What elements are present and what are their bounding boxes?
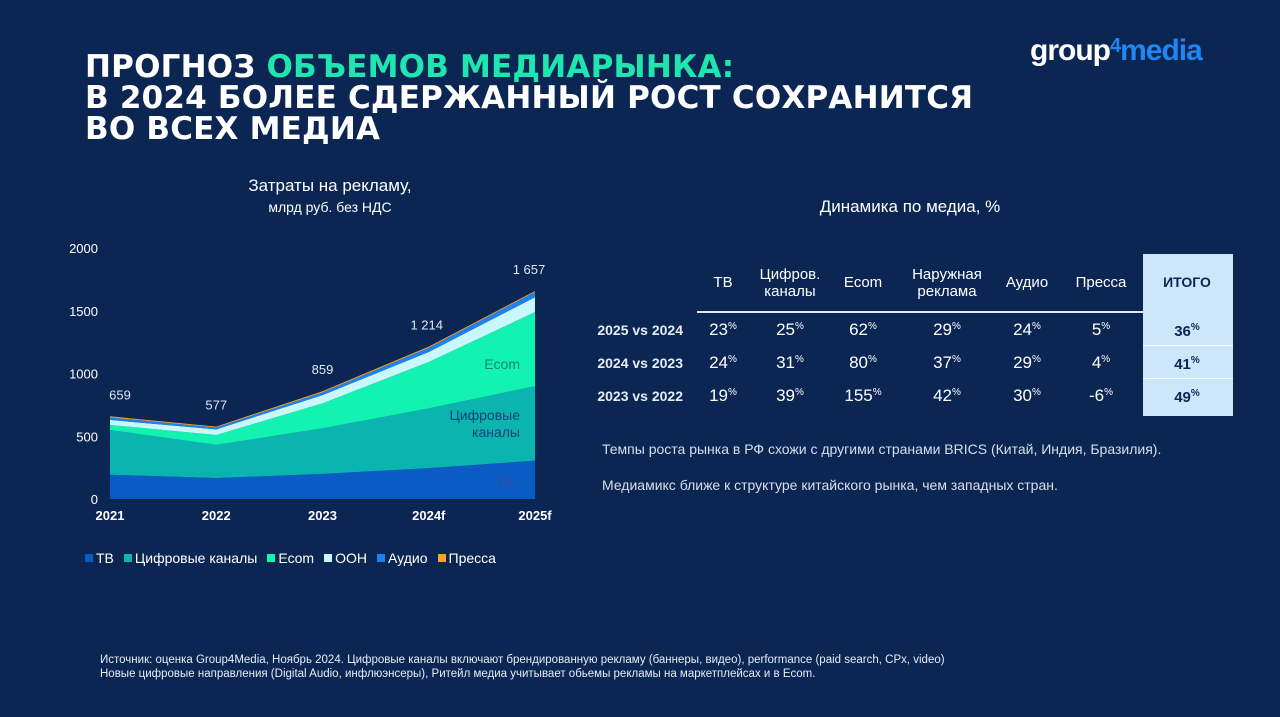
- note-2: Медиамикс ближе к структуре китайского р…: [602, 477, 1058, 493]
- x-tick-label: 2023: [308, 508, 337, 523]
- annotation-tv: ТВ: [496, 475, 514, 491]
- legend-item: Аудио: [377, 550, 428, 566]
- legend-label: Пресса: [448, 550, 496, 566]
- table-cell: 24%: [1013, 320, 1041, 339]
- legend-item: Ecom: [267, 550, 314, 566]
- legend-swatch: [324, 554, 333, 562]
- annotation-ecom: Ecom: [484, 356, 520, 372]
- chart-title: Затраты на рекламу,: [248, 176, 412, 195]
- legend-swatch: [85, 554, 93, 562]
- total-data-label: 859: [312, 362, 334, 377]
- legend-swatch: [437, 554, 446, 562]
- column-header: Пресса: [1075, 274, 1127, 291]
- legend-label: Аудио: [388, 550, 428, 566]
- y-tick-label: 1500: [69, 304, 98, 319]
- total-cell: 49%: [1174, 388, 1200, 406]
- table-cell: 24%: [709, 353, 737, 372]
- y-tick-label: 2000: [69, 241, 98, 256]
- column-header: Цифров. каналы: [759, 266, 821, 300]
- row-label: 2023 vs 2022: [597, 388, 683, 404]
- row-label: 2025 vs 2024: [597, 322, 683, 338]
- table-cell: 31%: [776, 353, 804, 372]
- total-data-label: 1 657: [513, 262, 546, 277]
- total-data-label: 577: [205, 398, 227, 413]
- logo-media: media: [1120, 34, 1203, 67]
- legend-label: OOH: [335, 550, 367, 566]
- area-series-Ecom: [110, 312, 535, 445]
- table-cell: 62%: [849, 320, 877, 339]
- table-cell: 4%: [1091, 353, 1111, 372]
- header-divider: [697, 311, 1143, 313]
- logo-4: 4: [1109, 35, 1121, 57]
- x-tick-label: 2022: [202, 508, 231, 523]
- source-line1: Источник: оценка Group4Media, Ноябрь 202…: [100, 654, 945, 666]
- legend-item: ТВ: [85, 550, 114, 566]
- total-column-highlight: [1143, 254, 1233, 416]
- title-accent: ОБЪЕМОВ МЕДИАРЫНКА:: [266, 49, 735, 85]
- title-part: ПРОГНОЗ: [85, 49, 267, 85]
- total-data-label: 1 214: [410, 318, 443, 333]
- table-cell: 39%: [776, 386, 804, 405]
- legend-item: OOH: [324, 550, 367, 566]
- legend-label: ТВ: [96, 550, 114, 566]
- column-header: Аудио: [1005, 274, 1049, 291]
- table-cell: 29%: [1013, 353, 1041, 372]
- total-row-divider: [1143, 345, 1233, 346]
- table-cell: 42%: [933, 386, 961, 405]
- column-header: Наружная реклама: [912, 266, 982, 300]
- chart-subtitle: млрд руб. без НДС: [268, 199, 392, 215]
- column-header: ТВ: [713, 274, 733, 291]
- x-tick-label: 2021: [96, 508, 125, 523]
- y-tick-label: 1000: [69, 367, 98, 382]
- column-header: Ecom: [843, 274, 883, 291]
- area-series-Цифровые каналы: [110, 386, 535, 479]
- table-cell: 30%: [1013, 386, 1041, 405]
- total-data-label: 659: [109, 387, 131, 402]
- chart-legend: ТВ Цифровые каналы Ecom OOH Аудио Пресса: [85, 550, 496, 566]
- legend-item: Пресса: [437, 550, 496, 566]
- y-tick-label: 0: [91, 492, 98, 507]
- table-cell: 19%: [709, 386, 737, 405]
- title-line2: В 2024 БОЛЕЕ СДЕРЖАННЫЙ РОСТ СОХРАНИТСЯ: [85, 80, 974, 116]
- y-tick-label: 500: [76, 429, 98, 444]
- table-title: Динамика по медиа, %: [819, 197, 1001, 216]
- table-cell: 29%: [933, 320, 961, 339]
- column-header-total: ИТОГО: [1163, 274, 1211, 290]
- table-cell: -6%: [1088, 386, 1114, 405]
- table-cell: 37%: [933, 353, 961, 372]
- source-line2: Новые цифровые направления (Digital Audi…: [100, 668, 816, 680]
- logo: group4media: [1030, 34, 1203, 68]
- x-tick-label: 2024f: [412, 508, 446, 523]
- legend-label: Ecom: [278, 550, 315, 566]
- legend-swatch: [267, 554, 276, 562]
- notes: Темпы роста рынка в РФ схожи с другими с…: [602, 440, 1202, 494]
- logo-text: group: [1030, 34, 1111, 67]
- note-1: Темпы роста рынка в РФ схожи с другими с…: [602, 441, 1162, 457]
- legend-item: Цифровые каналы: [123, 550, 258, 566]
- total-cell: 36%: [1174, 322, 1200, 340]
- area-series-ТВ: [110, 460, 535, 499]
- source-footnote: Источник: оценка Group4Media, Ноябрь 202…: [100, 653, 945, 681]
- total-row-divider: [1143, 378, 1233, 379]
- legend-swatch: [377, 554, 385, 562]
- annotation-digital_2: каналы: [472, 424, 520, 440]
- table-cell: 155%: [844, 386, 882, 405]
- legend-swatch: [123, 554, 132, 562]
- table-cell: 25%: [776, 320, 804, 339]
- total-cell: 41%: [1174, 355, 1200, 373]
- page-title: ПРОГНОЗ ОБЪЕМОВ МЕДИАРЫНКА: В 2024 БОЛЕЕ…: [85, 52, 973, 145]
- title-line3: ВО ВСЕХ МЕДИА: [85, 111, 381, 147]
- table-cell: 23%: [709, 320, 737, 339]
- x-tick-label: 2025f: [518, 508, 552, 523]
- table-cell: 5%: [1091, 320, 1111, 339]
- row-label: 2024 vs 2023: [597, 355, 683, 371]
- table-cell: 80%: [849, 353, 877, 372]
- annotation-digital_1: Цифровые: [449, 407, 520, 423]
- legend-label: Цифровые каналы: [134, 550, 258, 566]
